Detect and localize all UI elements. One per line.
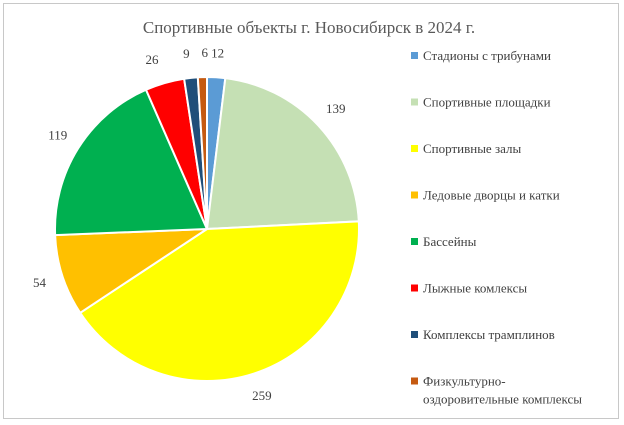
legend-swatch (411, 331, 418, 338)
legend-item-лыжные-комлексы: Лыжные комлексы (411, 281, 527, 296)
legend-swatch (411, 191, 418, 199)
legend-item-ледовые-дворцы-и-катки: Ледовые дворцы и катки (411, 188, 560, 203)
legend-swatch (411, 238, 418, 245)
data-label-спортивные-площадки: 139 (326, 101, 346, 116)
pie-slice-физкультурно-оздоровительные-комплексы (196, 75, 208, 230)
legend-label: Спортивные залы (423, 141, 521, 156)
data-label-стадионы-с-трибунами: 12 (211, 45, 224, 60)
pie-slice-спортивные-площадки (205, 76, 360, 231)
legend-label: Спортивные площадки (423, 95, 551, 110)
legend: Стадионы с трибунами Спортивные площадки С… (411, 48, 582, 407)
legend-item-стадионы-с-трибунами: Стадионы с трибунами (411, 48, 551, 63)
legend-label: оздоровительные комплексы (423, 392, 582, 407)
data-label-бассейны: 119 (48, 128, 67, 143)
legend-label: Лыжные комлексы (423, 281, 527, 296)
pie-chart: Спортивные объекты г. Новосибирск в 2024… (33, 18, 582, 407)
chart-title: Спортивные объекты г. Новосибирск в 2024… (143, 18, 475, 37)
legend-swatch (411, 145, 418, 152)
legend-item-бассейны: Бассейны (411, 234, 477, 249)
data-label-лыжные-комлексы: 26 (146, 52, 160, 67)
data-label-спортивные-залы: 259 (252, 388, 272, 403)
pie-slice-бассейны (54, 88, 209, 237)
data-label-ледовые-дворцы-и-катки: 54 (33, 275, 47, 290)
legend-item-спортивные-площадки: Спортивные площадки (411, 95, 551, 110)
legend-swatch (411, 52, 418, 59)
legend-swatch (411, 98, 418, 106)
legend-label: Стадионы с трибунами (423, 48, 551, 63)
chart-frame: Спортивные объекты г. Новосибирск в 2024… (3, 3, 619, 419)
legend-swatch (411, 377, 418, 385)
legend-label: Ледовые дворцы и катки (423, 188, 560, 203)
legend-label: Комплексы трамплинов (423, 327, 555, 342)
legend-item-физкультурно-оздоровительные-комплексы: Физкультурно-оздоровительные комплексы (411, 374, 582, 407)
legend-label: Физкультурно- (423, 374, 506, 389)
legend-item-спортивные-залы: Спортивные залы (411, 141, 521, 156)
data-label-комплексы-трамплинов: 9 (183, 46, 190, 61)
data-labels: 12 139 259 54 119 26 9 6 (33, 45, 346, 403)
legend-swatch (411, 284, 418, 292)
pie-slice-спортивные-залы (78, 220, 360, 382)
legend-label: Бассейны (423, 234, 477, 249)
pie-slices (54, 75, 360, 382)
data-label-физкультурно-оздоровительные-комплексы: 6 (201, 45, 208, 60)
legend-item-комплексы-трамплинов: Комплексы трамплинов (411, 327, 555, 342)
pie-slice-ледовые-дворцы-и-катки (54, 227, 211, 315)
